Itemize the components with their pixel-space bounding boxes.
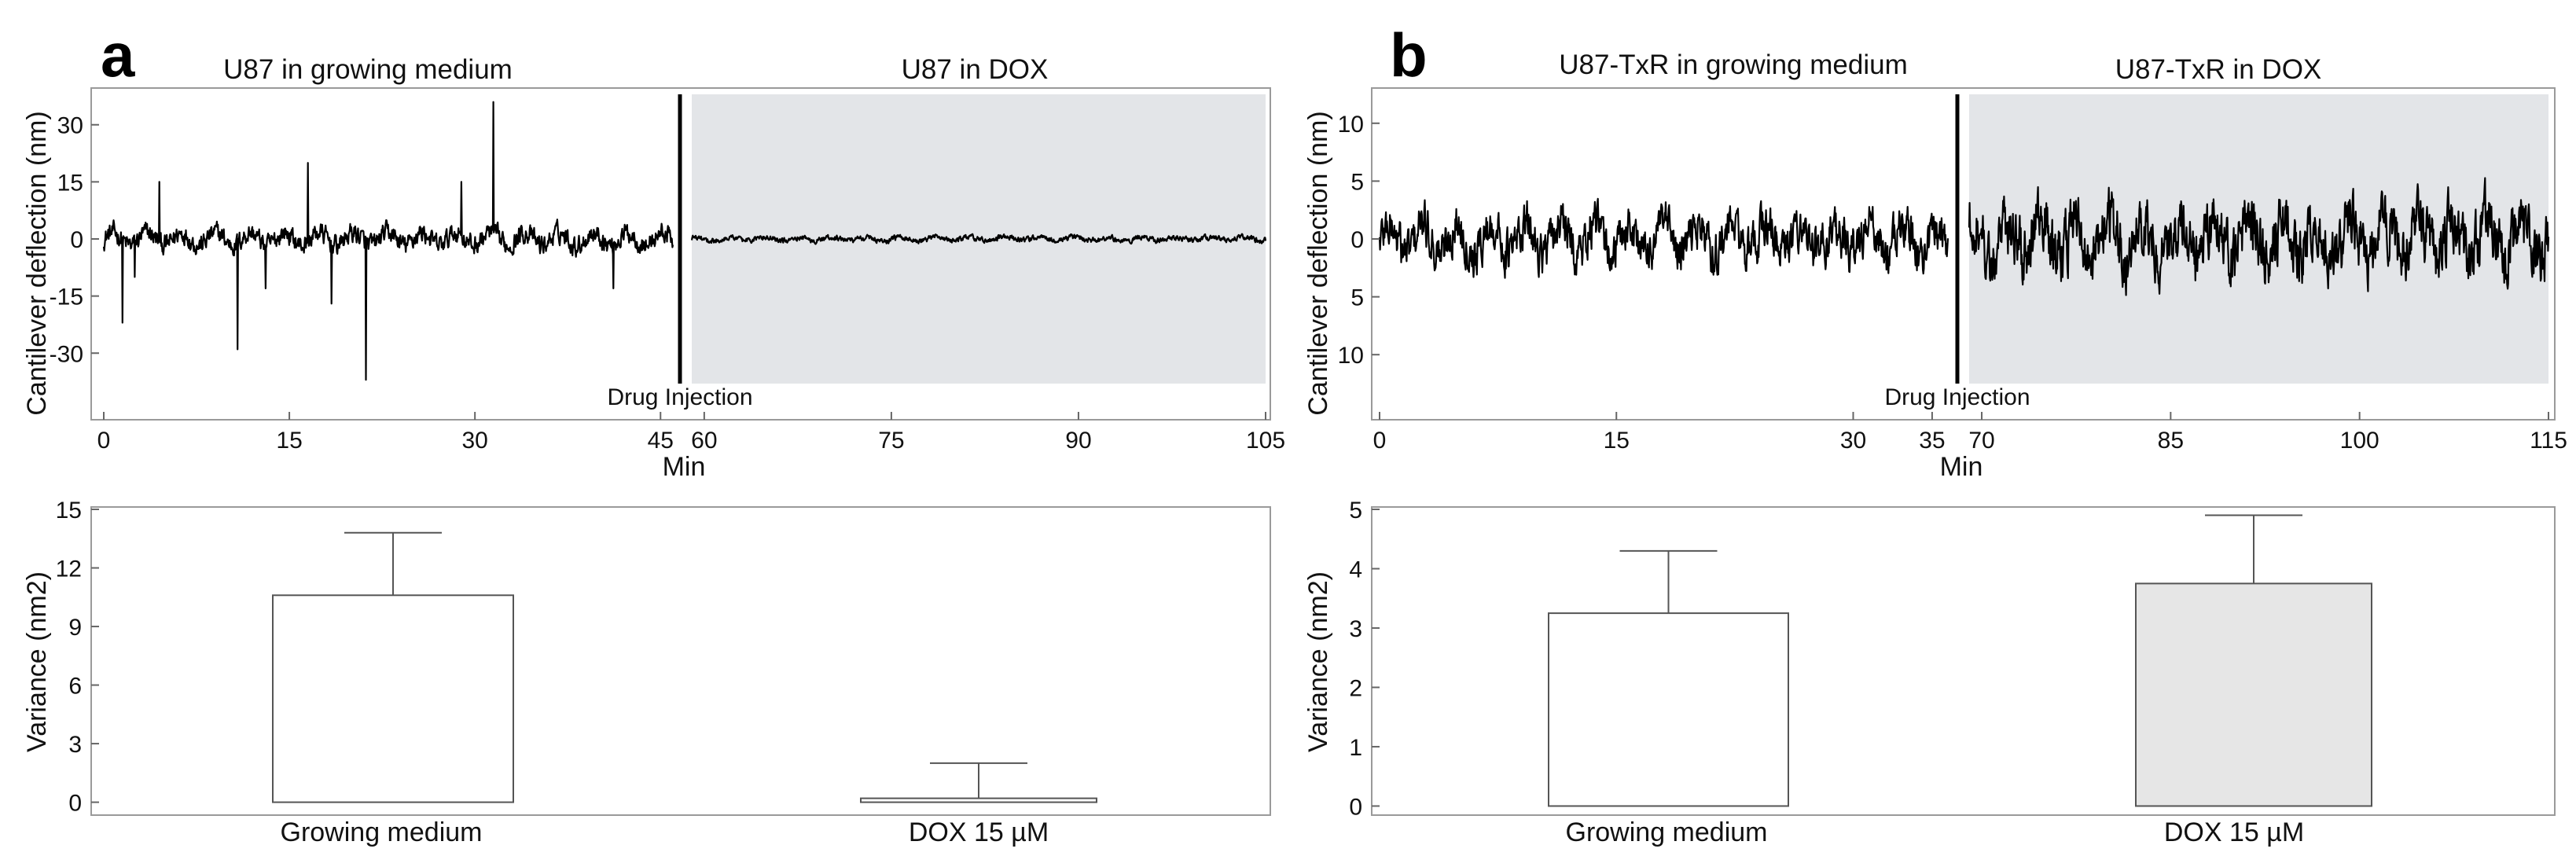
panel-a-trace-chart: a U87 in growing medium U87 in DOX Drug … <box>22 20 1285 482</box>
bar-1 <box>1548 612 1789 807</box>
x-tick-label: 105 <box>1246 428 1285 454</box>
bar-y-tick-label: 0 <box>1349 794 1362 820</box>
x-tick-label: 0 <box>1373 428 1387 454</box>
panel-a-bar-y-ticks: 0 3 6 9 12 15 <box>56 498 99 817</box>
series-line-1 <box>102 101 674 381</box>
panel-b-trace-frame <box>1371 87 2556 421</box>
y-tick-label: -15 <box>50 285 83 310</box>
y-tick-label: 0 <box>70 227 83 253</box>
panel-b-bar-frame <box>1371 506 2556 816</box>
panel-a-trace-frame <box>90 87 1271 421</box>
panel-a-bar-chart: 0 3 6 9 12 15 Growing medium DOX 15 µM Varian… <box>22 498 1271 847</box>
x-tick-label: 60 <box>691 428 717 454</box>
series-line-2 <box>1968 177 2550 296</box>
panel-b-x-ticks: 0 15 30 35 70 85 100 115 <box>1373 412 2567 454</box>
y-tick-label: 15 <box>57 170 83 196</box>
x-tick-label: 45 <box>648 428 674 454</box>
panel-a-left-title: U87 in growing medium <box>223 54 513 85</box>
x-tick-label: 90 <box>1065 428 1091 454</box>
y-tick-label: 5 <box>1350 285 1364 311</box>
panel-b-bar-category-1: Growing medium <box>1566 817 1768 847</box>
x-tick-label: 70 <box>1968 428 1994 454</box>
panel-a-trace-lines <box>102 101 1267 381</box>
panel-a-bar-category-2: DOX 15 µM <box>909 817 1049 847</box>
panel-b-right-title: U87-TxR in DOX <box>2115 54 2322 85</box>
panel-a-bars <box>272 531 1097 803</box>
bar-2 <box>860 797 1097 803</box>
series-line-1 <box>1378 197 1949 279</box>
panel-a-y-ticks: -30 -15 0 15 30 <box>50 113 99 367</box>
x-tick-label: 75 <box>878 428 904 454</box>
panel-a-right-title: U87 in DOX <box>902 54 1049 85</box>
panel-a-bar-category-1: Growing medium <box>281 817 483 847</box>
panel-a-letter: a <box>101 20 135 90</box>
panel-b-bar-chart: 0 1 2 3 4 5 Growing medium DOX 15 µM Variance… <box>1303 498 2556 847</box>
x-tick-label: 30 <box>1840 428 1866 454</box>
bar-y-tick-label: 15 <box>56 498 82 524</box>
y-tick-label: -30 <box>50 341 83 367</box>
bar-y-tick-label: 4 <box>1349 557 1362 582</box>
panel-b-bar-category-2: DOX 15 µM <box>2164 817 2304 847</box>
y-tick-label: 5 <box>1350 169 1364 195</box>
panel-a-bar-frame <box>90 506 1271 816</box>
series-line-2 <box>690 233 1267 245</box>
panel-b-bar-ylabel: Variance (nm2) <box>1303 571 1333 752</box>
x-tick-label: 100 <box>2340 428 2379 454</box>
y-tick-label: 10 <box>1338 343 1364 369</box>
y-tick-label: 10 <box>1338 112 1364 138</box>
panel-b-left-title: U87-TxR in growing medium <box>1559 50 1907 80</box>
bar-y-tick-label: 0 <box>68 791 82 817</box>
x-tick-label: 15 <box>1604 428 1630 454</box>
panel-b-trace-chart: b U87-TxR in growing medium U87-TxR in D… <box>1303 20 2567 482</box>
panel-b-y-ticks: 10 5 0 5 10 <box>1338 112 1380 369</box>
panel-b-bar-y-ticks: 0 1 2 3 4 5 <box>1349 498 1380 820</box>
bar-y-tick-label: 1 <box>1349 735 1362 761</box>
panel-b-xlabel: Min <box>1940 452 1983 482</box>
bar-y-tick-label: 6 <box>68 674 82 700</box>
x-tick-label: 30 <box>461 428 487 454</box>
bar-2 <box>2135 582 2372 807</box>
bar-y-tick-label: 12 <box>56 557 82 582</box>
bar-y-tick-label: 2 <box>1349 675 1362 701</box>
panel-a-injection-label: Drug Injection <box>607 384 752 410</box>
panel-a-ylabel: Cantilever deflection (nm) <box>22 111 52 415</box>
panel-b-letter: b <box>1390 20 1428 90</box>
panel-a-x-ticks: 0 15 30 45 60 75 90 105 <box>97 412 1285 454</box>
panel-b-injection-label: Drug Injection <box>1884 384 2030 410</box>
bar-1 <box>272 594 514 803</box>
x-tick-label: 85 <box>2158 428 2184 454</box>
panel-b-bars <box>1548 514 2372 807</box>
x-tick-label: 115 <box>2530 428 2567 454</box>
bar-y-tick-label: 3 <box>1349 616 1362 642</box>
x-tick-label: 35 <box>1919 428 1945 454</box>
y-tick-label: 0 <box>1350 227 1364 253</box>
x-tick-label: 15 <box>276 428 302 454</box>
bar-y-tick-label: 9 <box>68 615 82 641</box>
panel-a-xlabel: Min <box>663 452 706 482</box>
panel-b-ylabel: Cantilever deflection (nm) <box>1303 111 1333 415</box>
panel-a-bar-ylabel: Variance (nm2) <box>22 571 52 752</box>
panel-b-trace-lines <box>1378 177 2550 296</box>
y-tick-label: 30 <box>57 113 83 139</box>
bar-y-tick-label: 3 <box>68 732 82 758</box>
x-tick-label: 0 <box>97 428 111 454</box>
bar-y-tick-label: 5 <box>1349 498 1362 524</box>
